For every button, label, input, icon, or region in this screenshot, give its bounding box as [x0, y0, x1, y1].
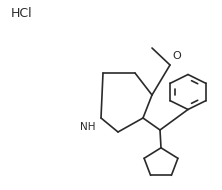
Text: NH: NH [80, 122, 95, 132]
Text: HCl: HCl [11, 7, 33, 20]
Text: O: O [172, 51, 181, 61]
